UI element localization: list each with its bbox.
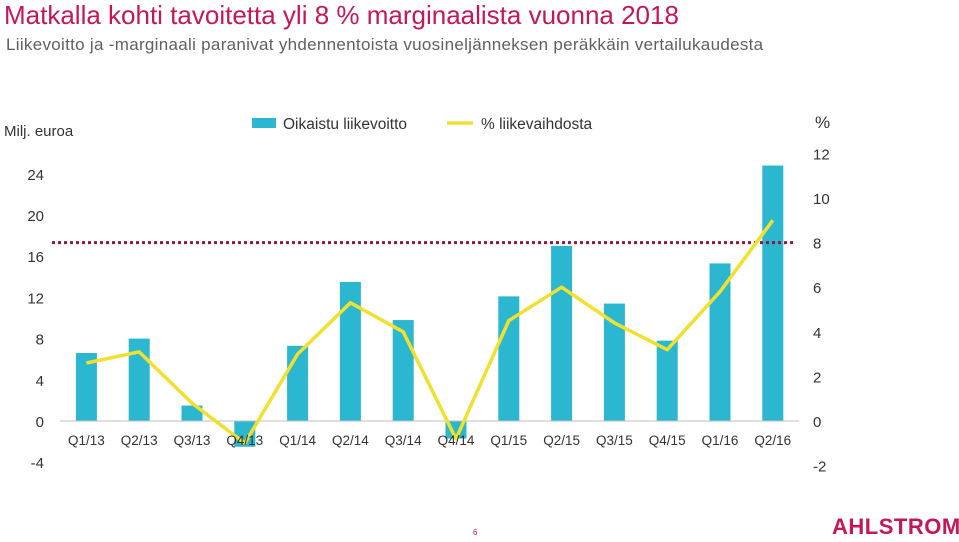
left-tick-label: 8 [36,332,44,349]
margin-line-series [86,219,775,446]
x-tick-label: Q4/15 [649,433,686,448]
bar-series [75,165,784,447]
slide-title: Matkalla kohti tavoitetta yli 8 % margin… [4,0,679,30]
left-tick-label: 24 [27,167,44,184]
right-tick-label: 10 [813,191,830,208]
bar-Q1/16 [709,263,731,421]
left-tick-label: 20 [27,208,44,225]
legend-line-label: % liikevaihdosta [481,116,593,133]
legend-bar-label: Oikaistu liikevoitto [283,116,407,133]
x-tick-label: Q3/14 [385,433,422,448]
x-tick-label: Q2/13 [121,433,158,448]
bar-Q2/14 [339,281,361,421]
right-axis-ticks: -2 0 2 4 6 8 10 12 [813,146,830,475]
bar-Q4/15 [656,340,678,421]
x-tick-label: Q1/16 [702,433,739,448]
x-tick-label: Q2/15 [543,433,580,448]
x-axis-ticks: Q1/13 Q2/13 Q3/13 Q4/13 Q1/14 Q2/14 Q3/14 Q4/14… [68,433,791,448]
x-tick-label: Q4/13 [226,433,263,448]
page-number: 6 [473,528,478,537]
x-tick-label: Q1/13 [68,433,105,448]
right-tick-label: 2 [813,369,821,386]
left-tick-label: 4 [36,373,44,390]
right-tick-label: 4 [813,325,821,342]
right-tick-label: 0 [813,414,821,431]
bar-Q3/15 [603,303,625,421]
bar-Q1/15 [498,296,520,421]
right-tick-label: 12 [813,146,830,163]
ahlstrom-logo: AHLSTROM [832,514,959,539]
left-tick-label: 16 [27,249,44,266]
bar-Q1/13 [75,353,97,421]
x-tick-label: Q4/14 [438,433,475,448]
right-tick-label: 8 [813,236,821,253]
left-tick-label: -4 [31,455,44,472]
x-tick-label: Q2/14 [332,433,369,448]
bar-Q3/13 [181,405,203,421]
bar-Q2/16 [762,165,784,421]
slide-subtitle: Liikevoitto ja -marginaali paranivat yhd… [6,35,764,54]
left-tick-label: 12 [27,290,44,307]
x-tick-label: Q2/16 [754,433,791,448]
right-axis-label: % [815,113,830,132]
x-tick-label: Q3/15 [596,433,633,448]
left-axis-label: Milj. euroa [4,123,74,140]
left-tick-label: 0 [36,414,44,431]
right-tick-label: -2 [813,459,826,476]
x-tick-label: Q1/15 [490,433,527,448]
left-axis-ticks: -4 0 4 8 12 16 20 24 [27,167,44,472]
legend-bar-swatch [252,118,276,128]
x-tick-label: Q1/14 [279,433,316,448]
x-tick-label: Q3/13 [174,433,211,448]
right-tick-label: 6 [813,280,821,297]
bar-Q2/15 [551,245,573,421]
legend: Oikaistu liikevoitto % liikevaihdosta [252,116,593,133]
